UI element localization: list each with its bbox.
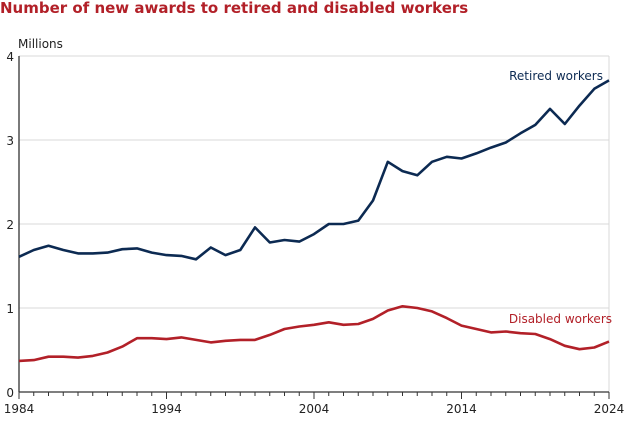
x-tick-label: 2004 bbox=[299, 402, 330, 416]
y-tick-label: 4 bbox=[6, 50, 14, 64]
y-tick-label: 1 bbox=[6, 302, 14, 316]
series-label: Retired workers bbox=[509, 69, 603, 83]
y-tick-label: 3 bbox=[6, 134, 14, 148]
x-tick-label: 1984 bbox=[4, 402, 35, 416]
x-tick-label: 1994 bbox=[151, 402, 182, 416]
y-axis-label: Millions bbox=[18, 37, 63, 51]
series-label: Disabled workers bbox=[509, 312, 612, 326]
x-tick-label: 2024 bbox=[594, 402, 624, 416]
x-tick-label: 2014 bbox=[446, 402, 477, 416]
y-tick-label: 0 bbox=[6, 386, 14, 400]
series-line-retired bbox=[18, 79, 610, 261]
chart-title: Number of new awards to retired and disa… bbox=[0, 0, 469, 17]
y-tick-label: 2 bbox=[6, 218, 14, 232]
